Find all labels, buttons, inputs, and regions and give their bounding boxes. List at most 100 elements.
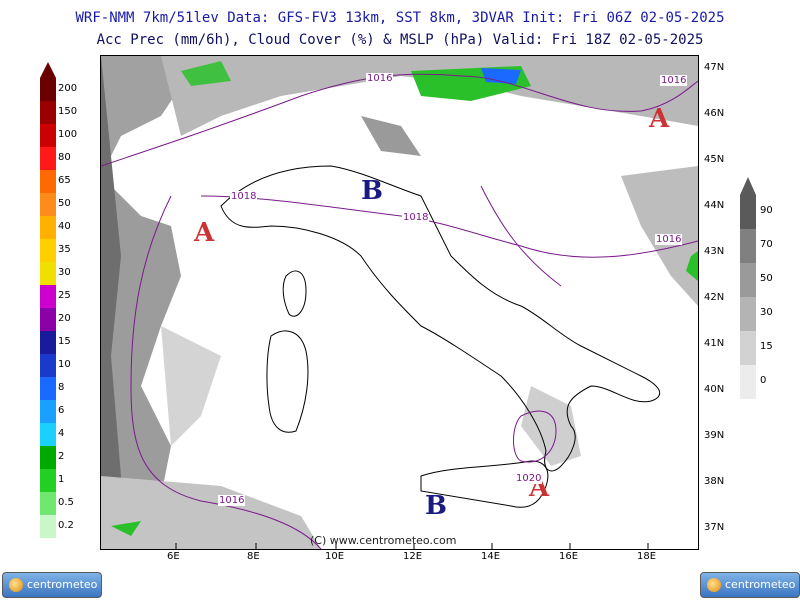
precip-colorbar-swatch xyxy=(40,170,56,193)
cloud-cover xyxy=(161,56,698,136)
precip-colorbar-swatch xyxy=(40,492,56,515)
precip-colorbar-label: 4 xyxy=(58,428,65,439)
isobar xyxy=(513,410,557,463)
precip-colorbar-swatch xyxy=(40,124,56,147)
longitude-label: 8E xyxy=(247,551,260,562)
cloud-colorbar-swatch xyxy=(740,229,756,263)
cloud-colorbar-label: 15 xyxy=(760,341,773,352)
latitude-label: 37N xyxy=(704,522,725,533)
centrometeo-logo-right: centrometeo xyxy=(700,572,800,598)
isobar-label: 1018 xyxy=(402,212,430,223)
latitude-label: 39N xyxy=(704,430,725,441)
cloud-cover xyxy=(361,116,421,156)
isobar xyxy=(460,75,698,112)
precip-colorbar-label: 25 xyxy=(58,290,71,301)
precip-colorbar-label: 80 xyxy=(58,152,71,163)
precip-colorbar-swatch xyxy=(40,101,56,124)
longitude-label: 18E xyxy=(637,551,657,562)
precip-colorbar-label: 20 xyxy=(58,313,71,324)
map-canvas xyxy=(101,56,698,549)
cloud-cover xyxy=(101,56,181,176)
cloud-colorbar-label: 70 xyxy=(760,239,773,250)
cloud-cover xyxy=(101,56,131,549)
cloud-colorbar-label: 90 xyxy=(760,205,773,216)
precip-colorbar-swatch xyxy=(40,147,56,170)
longitude-label: 16E xyxy=(559,551,579,562)
logo-icon xyxy=(9,578,23,592)
precip-colorbar-swatch xyxy=(40,285,56,308)
cloud-colorbar-swatch xyxy=(740,195,756,229)
copyright-text: (C) www.centrometeo.com xyxy=(310,534,457,547)
cloud-colorbar-swatch xyxy=(740,297,756,331)
precip-colorbar-label: 8 xyxy=(58,382,65,393)
precip-colorbar-swatch xyxy=(40,400,56,423)
longitude-label: 10E xyxy=(325,551,345,562)
italy-coastline xyxy=(220,165,661,472)
sicily-coastline xyxy=(420,460,549,508)
latitude-label: 42N xyxy=(704,292,725,303)
sardinia-coastline xyxy=(266,330,309,433)
precip-colorbar-swatch xyxy=(40,262,56,285)
latitude-label: 40N xyxy=(704,384,725,395)
precip-colorbar-label: 50 xyxy=(58,198,71,209)
isobar-label: 1016 xyxy=(218,495,246,506)
title-line-1: WRF-NMM 7km/51lev Data: GFS-FV3 13km, SS… xyxy=(75,10,725,26)
latitude-label: 46N xyxy=(704,108,725,119)
isobar xyxy=(101,73,462,167)
precip-colorbar-label: 35 xyxy=(58,244,71,255)
precip-colorbar-swatch xyxy=(40,239,56,262)
precip-colorbar-swatch xyxy=(40,331,56,354)
precip-colorbar-label: 30 xyxy=(58,267,71,278)
precip-colorbar-label: 0.5 xyxy=(58,497,74,508)
cloud-cover xyxy=(101,176,181,549)
cloud-colorbar-swatch xyxy=(740,331,756,365)
precip-colorbar-label: 1 xyxy=(58,474,65,485)
latitude-label: 41N xyxy=(704,338,725,349)
precip-area xyxy=(481,68,521,84)
pressure-center-high: A xyxy=(194,218,215,248)
latitude-label: 47N xyxy=(704,62,725,73)
title-line-2: Acc Prec (mm/6h), Cloud Cover (%) & MSLP… xyxy=(96,32,704,48)
cloud-colorbar-swatch xyxy=(740,263,756,297)
map-ticks xyxy=(175,543,649,549)
precip-area xyxy=(686,251,698,281)
precip-colorbar-label: 150 xyxy=(58,106,78,117)
precip-colorbar-label: 0.2 xyxy=(58,520,74,531)
precip-colorbar-swatch xyxy=(40,308,56,331)
longitude-label: 12E xyxy=(403,551,423,562)
logo-icon xyxy=(707,578,721,592)
centrometeo-logo-left: centrometeo xyxy=(2,572,102,598)
precip-colorbar-swatch xyxy=(40,216,56,239)
cloud-colorbar-label: 50 xyxy=(760,273,773,284)
precip-colorbar-label: 6 xyxy=(58,405,65,416)
isobar xyxy=(480,185,562,287)
cloud-cover xyxy=(101,476,321,549)
pressure-center-low: B xyxy=(361,176,383,206)
cloud-cover xyxy=(161,326,221,446)
isobar xyxy=(130,195,322,549)
precip-colorbar-label: 15 xyxy=(58,336,71,347)
latitude-label: 44N xyxy=(704,200,725,211)
precip-colorbar-label: 2 xyxy=(58,451,65,462)
precip-colorbar-swatch xyxy=(40,423,56,446)
isobar-label: 1020 xyxy=(515,473,543,484)
longitude-label: 6E xyxy=(167,551,180,562)
precip-colorbar-swatch xyxy=(40,515,56,538)
longitude-label: 14E xyxy=(481,551,501,562)
cloud-colorbar-label: 0 xyxy=(760,375,767,386)
precip-colorbar-swatch xyxy=(40,446,56,469)
isobar-label: 1016 xyxy=(655,234,683,245)
precip-colorbar-swatch xyxy=(40,377,56,400)
precip-colorbar-swatch xyxy=(40,354,56,377)
latitude-label: 38N xyxy=(704,476,725,487)
latitude-label: 43N xyxy=(704,246,725,257)
precip-colorbar-label: 10 xyxy=(58,359,71,370)
precip-colorbar-label: 65 xyxy=(58,175,71,186)
precip-colorbar-label: 100 xyxy=(58,129,78,140)
cloud-colorbar-label: 30 xyxy=(760,307,773,318)
isobar xyxy=(200,195,698,258)
precip-colorbar-swatch xyxy=(40,469,56,492)
isobar-label: 1016 xyxy=(660,75,688,86)
colorbar-arrow-top xyxy=(40,62,56,78)
precip-colorbar-label: 40 xyxy=(58,221,71,232)
